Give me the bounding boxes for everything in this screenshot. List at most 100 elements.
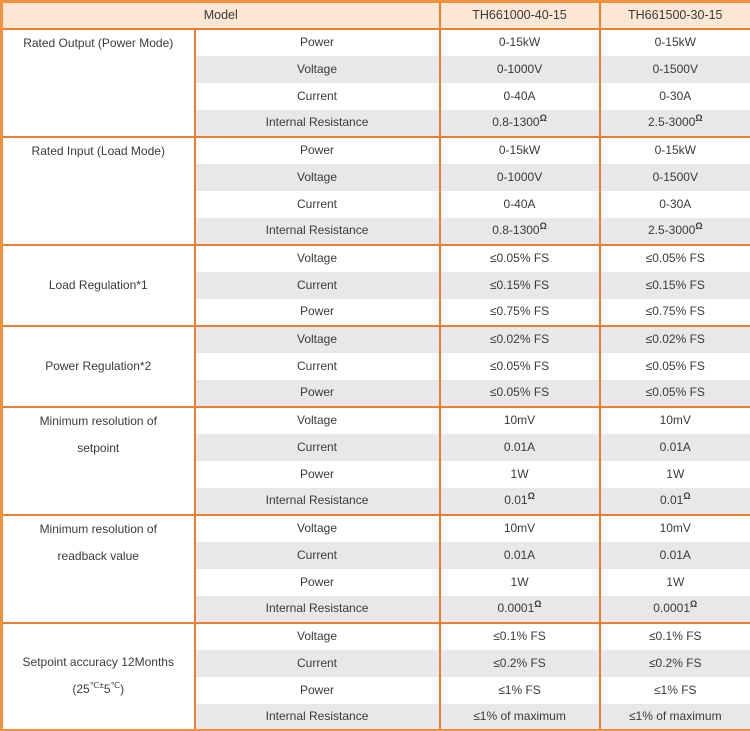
spec-value: 0.8-1300Ω bbox=[438, 217, 600, 245]
model-column-2: TH661500-30-15 bbox=[598, 1, 750, 30]
parameter-name: Voltage bbox=[194, 405, 440, 434]
spec-value: 0-15kW bbox=[598, 27, 750, 56]
spec-value: ≤1% FS bbox=[598, 676, 750, 704]
spec-value: 0.01A bbox=[598, 541, 750, 569]
parameter-name: Power bbox=[300, 304, 335, 318]
spec-value: 0-30A bbox=[598, 82, 750, 110]
table-row: Power 1W 1W bbox=[2, 568, 750, 596]
table-row: Power ≤1% FS ≤1% FS bbox=[2, 676, 750, 704]
spec-value: 0-1500V bbox=[598, 55, 750, 83]
section-label-line: readback value bbox=[57, 548, 139, 563]
spec-value: 2.5-3000Ω bbox=[598, 109, 750, 137]
table-row: Current 0-40A 0-30A bbox=[2, 190, 750, 218]
spec-value: 1W bbox=[598, 460, 750, 488]
spec-value: 0.01A bbox=[438, 433, 600, 461]
section-label: Load Regulation*1 bbox=[1, 243, 196, 326]
spec-value: 0-30A bbox=[598, 190, 750, 218]
parameter-name: Current bbox=[194, 433, 440, 461]
spec-value: ≤0.15% FS bbox=[598, 271, 750, 299]
section-label-line: Rated Input (Load Mode) bbox=[31, 143, 165, 158]
spec-value: 0.8-1300Ω bbox=[438, 109, 600, 137]
parameter-name: Power bbox=[194, 27, 440, 56]
parameter-name: Internal Resistance bbox=[194, 703, 440, 731]
parameter-name: Current bbox=[297, 196, 338, 211]
table-row: Voltage 0-1000V 0-1500V bbox=[2, 163, 750, 191]
table-row: Load Regulation*1 Voltage ≤0.05% FS ≤0.05% … bbox=[1, 243, 750, 326]
spec-value: 0-15kW bbox=[438, 27, 600, 56]
table-row: Power ≤0.05% FS ≤0.05% FS bbox=[2, 379, 750, 407]
parameter-name: Current bbox=[194, 271, 440, 299]
table-row: Current 0-40A 0-30A bbox=[2, 82, 750, 110]
model-column-1: TH661000-40-15 bbox=[438, 1, 600, 30]
spec-value: 0-40A bbox=[438, 190, 600, 218]
parameter-name: Voltage bbox=[194, 513, 440, 542]
table-row: Internal Resistance 0.8-1300Ω 2.5-3000Ω bbox=[2, 109, 750, 137]
table-row: Minimum resolution of readback value Volta… bbox=[1, 513, 750, 623]
spec-value: 1W bbox=[598, 568, 750, 596]
section-label-line: Load Regulation*1 bbox=[48, 277, 148, 292]
spec-value: 0.0001Ω bbox=[438, 595, 600, 623]
table-row: Rated Input (Load Mode) Power 0-15kW 0-15kW bbox=[1, 135, 750, 245]
spec-value: ≤0.05% FS bbox=[438, 243, 600, 272]
table-row: Internal Resistance 0.8-1300Ω 2.5-3000Ω bbox=[2, 217, 750, 245]
spec-value: 0-15kW bbox=[438, 135, 600, 164]
spec-value: 0-1000V bbox=[438, 55, 600, 83]
parameter-name: Internal Resistance bbox=[194, 487, 440, 515]
section-label: Rated Input (Load Mode) bbox=[1, 135, 196, 245]
parameter-name: Current bbox=[194, 541, 440, 569]
spec-value: 10mV bbox=[598, 405, 750, 434]
table-row: Internal Resistance 0.01Ω 0.01Ω bbox=[2, 487, 750, 515]
spec-value: 0.01A bbox=[598, 433, 750, 461]
table-row: Current ≤0.05% FS ≤0.05% FS bbox=[2, 352, 750, 380]
parameter-name: Power bbox=[194, 379, 440, 407]
model-header-label: Model bbox=[1, 1, 440, 30]
spec-value: ≤0.75% FS bbox=[598, 298, 750, 326]
spec-value: 0.01Ω bbox=[438, 487, 600, 515]
table-row: Minimum resolution of setpoint Voltage 10mV… bbox=[1, 405, 750, 515]
spec-value: ≤0.02% FS bbox=[438, 324, 600, 353]
parameter-name: Power bbox=[300, 682, 335, 697]
spec-value: 0.01A bbox=[438, 541, 600, 569]
section-label: Setpoint accuracy 12Months (25℃±5℃) bbox=[1, 621, 196, 731]
spec-value: ≤0.1% FS bbox=[598, 621, 750, 650]
spec-value: ≤0.05% FS bbox=[598, 379, 750, 407]
section-label-line: Setpoint accuracy 12Months bbox=[22, 655, 174, 670]
parameter-name: Internal Resistance bbox=[194, 595, 440, 623]
spec-value: ≤1% of maximum bbox=[438, 703, 600, 731]
section-label-line: setpoint bbox=[77, 440, 120, 455]
table-row: Internal Resistance 0.0001Ω 0.0001Ω bbox=[2, 595, 750, 623]
parameter-name: Current bbox=[297, 88, 338, 103]
spec-value: ≤0.05% FS bbox=[598, 243, 750, 272]
section-label-line: Power Regulation*2 bbox=[45, 358, 152, 373]
spec-value: ≤0.75% FS bbox=[438, 298, 600, 326]
section-label-line: (25℃±5℃) bbox=[72, 680, 125, 697]
spec-table-header: Model TH661000-40-15 TH661500-30-15 bbox=[1, 1, 750, 30]
parameter-name: Voltage bbox=[194, 621, 440, 650]
section-label: Minimum resolution of readback value bbox=[1, 513, 196, 623]
parameter-name: Voltage bbox=[194, 324, 440, 353]
table-row: Rated Output (Power Mode) Power 0-15kW 0-15… bbox=[1, 27, 750, 137]
spec-value: 0.0001Ω bbox=[598, 595, 750, 623]
spec-value: 0-1000V bbox=[438, 163, 600, 191]
section-label-line: Minimum resolution of bbox=[39, 413, 157, 428]
spec-value: ≤1% of maximum bbox=[598, 703, 750, 731]
section-label: Rated Output (Power Mode) bbox=[1, 27, 196, 137]
table-row: Power Regulation*2 Voltage ≤0.02% FS ≤0.02%… bbox=[1, 324, 750, 407]
section-label-line: Minimum resolution of bbox=[39, 521, 157, 536]
spec-value: 1W bbox=[438, 460, 600, 488]
parameter-name: Current bbox=[194, 649, 440, 677]
spec-value: 0.01Ω bbox=[598, 487, 750, 515]
parameter-name: Current bbox=[297, 358, 338, 373]
table-row: Power ≤0.75% FS ≤0.75% FS bbox=[2, 298, 750, 326]
table-row: Current 0.01A 0.01A bbox=[2, 541, 750, 569]
section-label: Power Regulation*2 bbox=[1, 324, 196, 407]
spec-value: ≤0.15% FS bbox=[438, 271, 600, 299]
table-row: Current 0.01A 0.01A bbox=[2, 433, 750, 461]
table-row: Internal Resistance ≤1% of maximum ≤1% of … bbox=[2, 703, 750, 731]
parameter-name: Internal Resistance bbox=[194, 109, 440, 137]
spec-value: 0-40A bbox=[438, 82, 600, 110]
spec-value: 1W bbox=[438, 568, 600, 596]
spec-value: ≤0.2% FS bbox=[598, 649, 750, 677]
